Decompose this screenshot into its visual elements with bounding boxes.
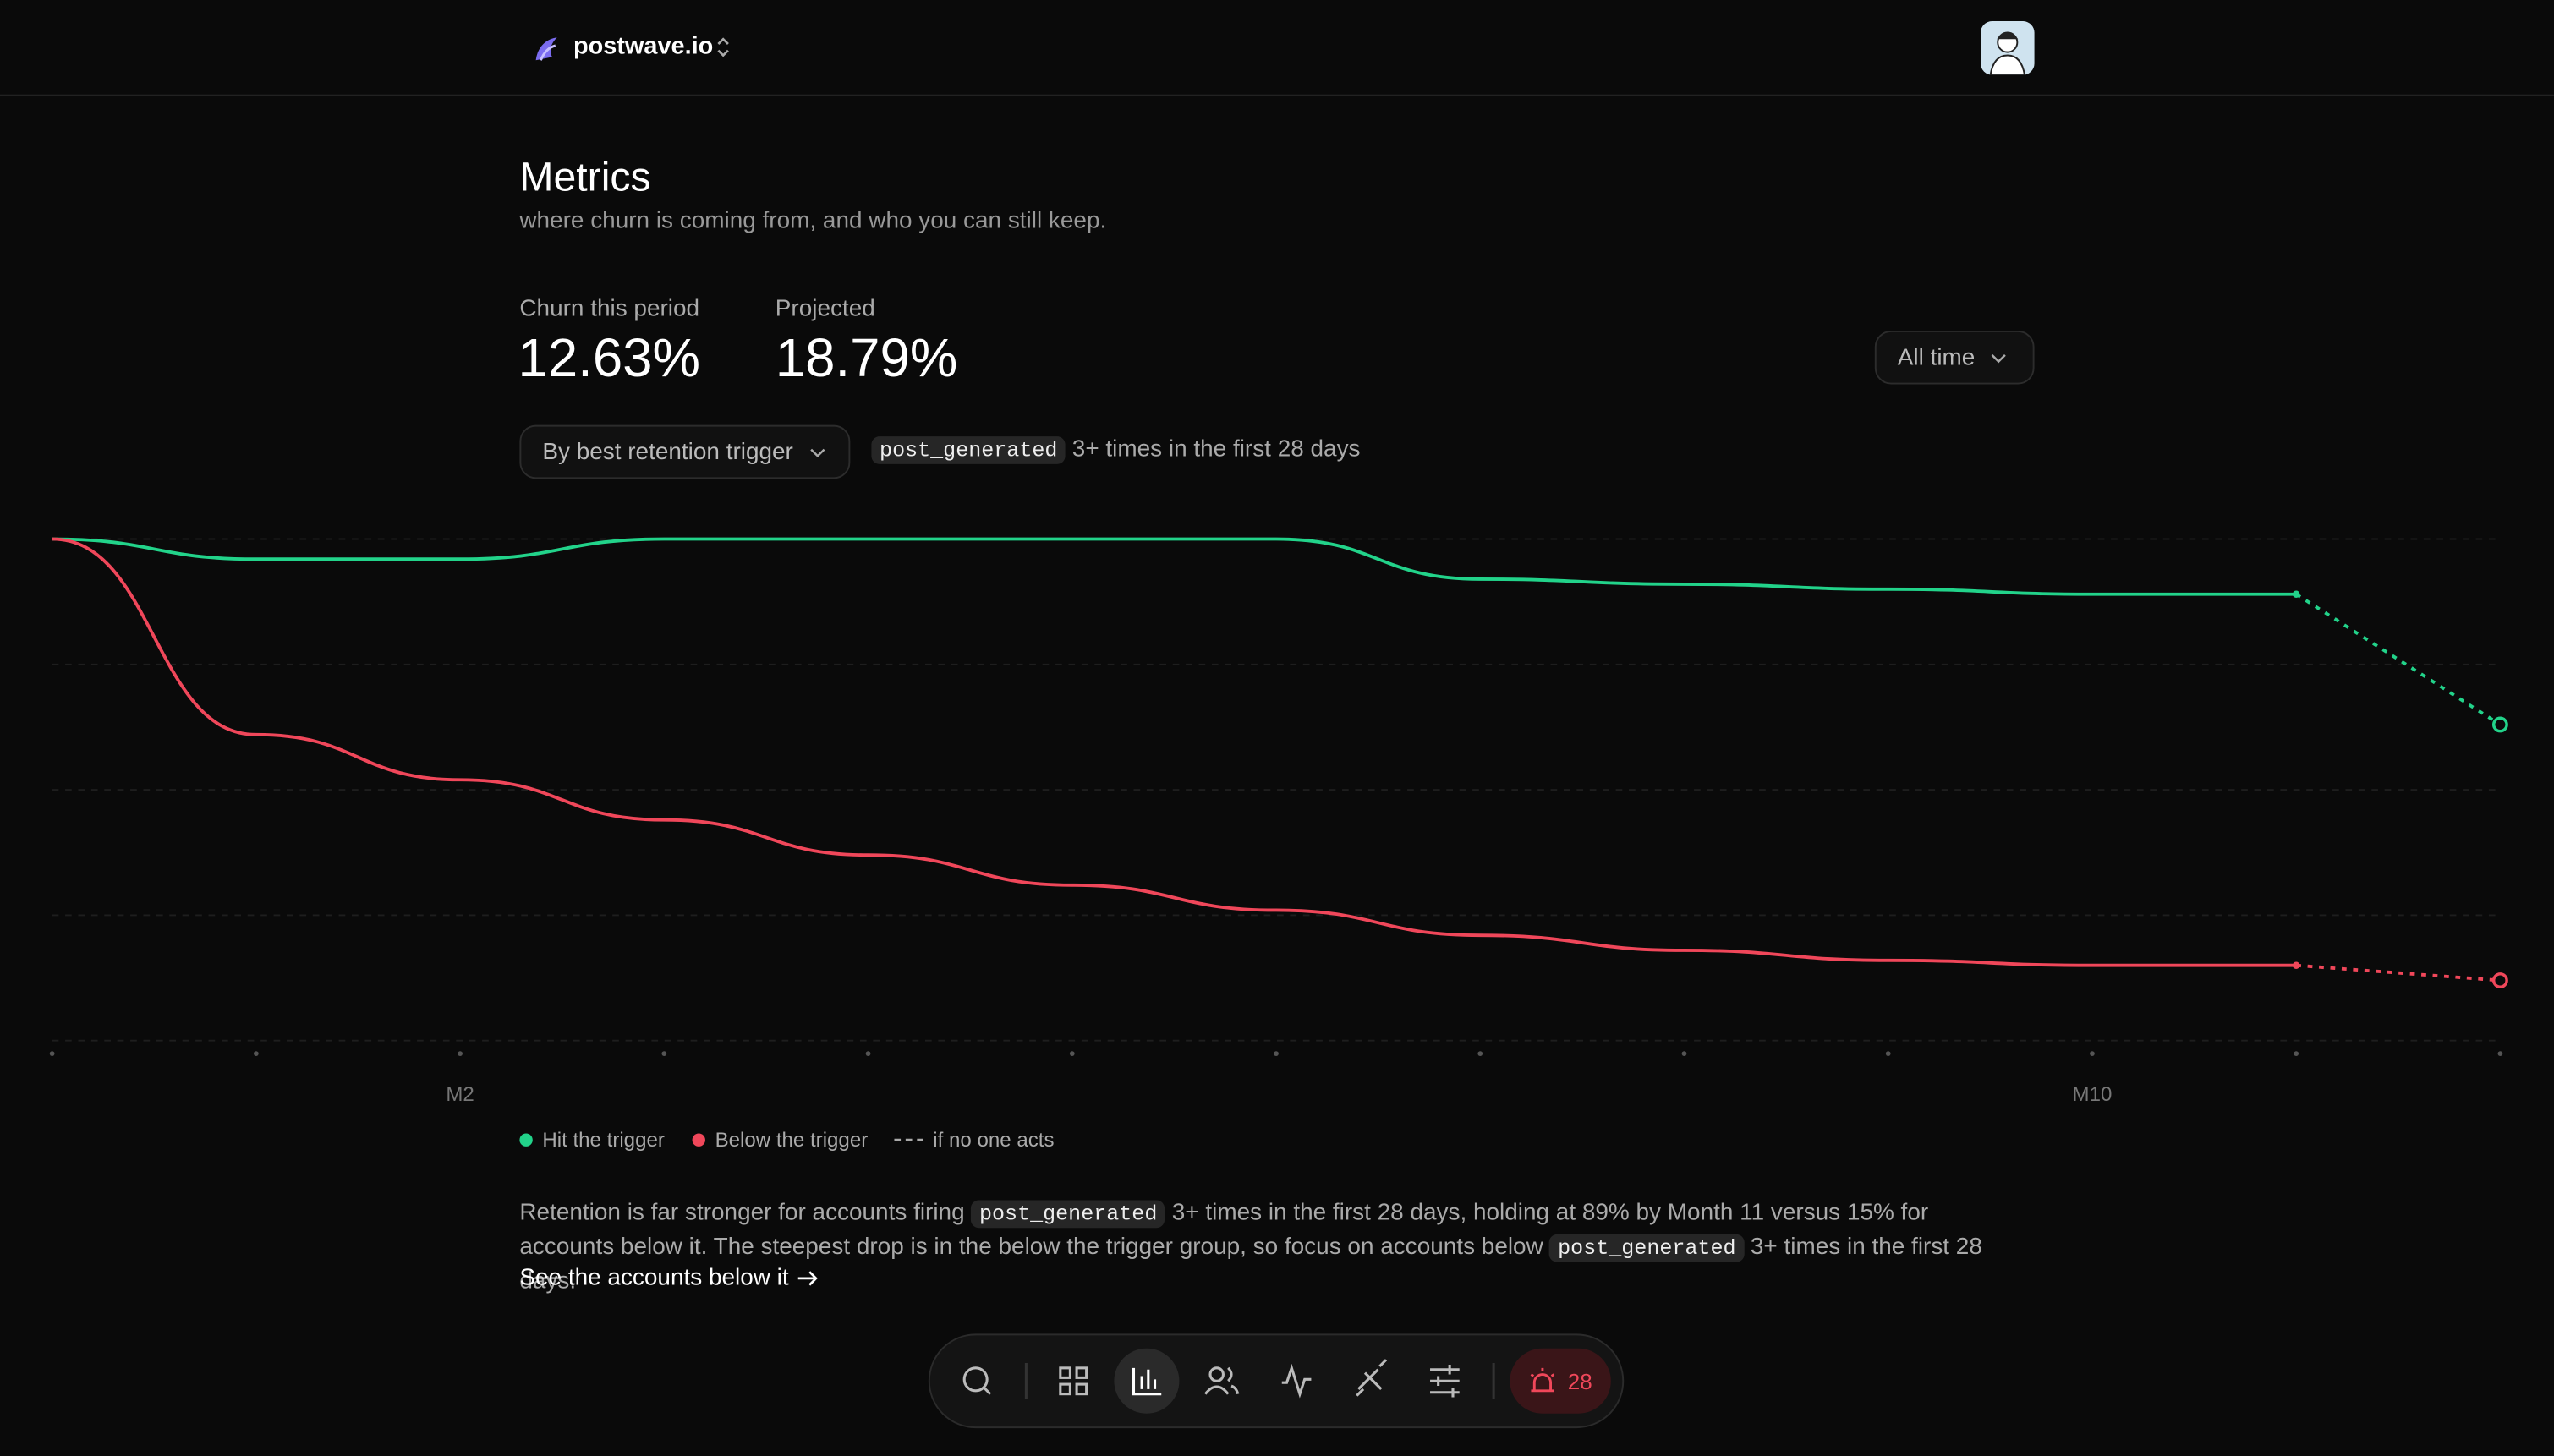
projection-line — [2296, 963, 2501, 983]
range-button[interactable]: All time — [1874, 330, 2035, 385]
x-tick-dot — [865, 1051, 871, 1057]
logo — [535, 37, 557, 61]
x-tick-dot — [2090, 1051, 2095, 1057]
x-tick-dot — [1069, 1051, 1075, 1057]
search-button[interactable] — [962, 1366, 992, 1395]
projection-marker — [2491, 716, 2508, 733]
avatar[interactable] — [1981, 21, 2035, 75]
chevron — [810, 447, 825, 457]
active-indicator — [1114, 1348, 1180, 1414]
x-tick-dot — [458, 1051, 463, 1057]
x-tick-dot — [2497, 1051, 2503, 1057]
insight: Retention is far stronger for accounts f… — [519, 1197, 2018, 1300]
settings-button[interactable] — [1430, 1364, 1460, 1398]
activity-button[interactable] — [1281, 1363, 1312, 1399]
x-tick-label: M2 — [446, 1083, 474, 1106]
dropdown-label: By best retention trigger — [542, 439, 793, 465]
stat-value: 12.63% — [518, 327, 701, 388]
insight-text: 3+ times in the first 28 days, holding a… — [519, 1200, 1929, 1261]
x-tick-dot — [1274, 1051, 1279, 1057]
brand[interactable]: postwave.io — [573, 32, 714, 61]
trigger: post_generated 3+ times in the first 28 … — [871, 436, 1361, 464]
legend-swatch — [519, 1133, 533, 1147]
chevron — [1990, 353, 2005, 363]
projection-line — [2295, 593, 2502, 726]
trigger-dropdown[interactable]: By best retention trigger — [519, 424, 851, 479]
x-tick-label: M10 — [2073, 1083, 2113, 1106]
trigger-text: 3+ times in the first 28 days — [1071, 436, 1361, 463]
page-subtitle: where churn is coming from, and who you … — [519, 208, 1107, 235]
x-tick-dot — [2294, 1051, 2299, 1057]
metrics-button[interactable] — [1132, 1367, 1162, 1396]
chart: M2 M10 — [49, 537, 2508, 1106]
alerts-button[interactable]: 28 — [1510, 1348, 1611, 1414]
nav-icons — [962, 1348, 1495, 1414]
alert-icon — [1531, 1367, 1556, 1393]
arrow-icon — [798, 1271, 819, 1286]
projection-marker — [2491, 972, 2508, 988]
legend-swatch — [692, 1133, 706, 1147]
inline-code: post_generated — [1549, 1234, 1745, 1262]
header: postwave.io — [0, 0, 2554, 96]
stat-label: Projected — [775, 296, 875, 323]
series-line — [52, 537, 2297, 967]
x-tick-dot — [1681, 1051, 1687, 1057]
insight-text: 3+ times in the first 28 days. — [519, 1234, 1982, 1295]
stat-value: 18.79% — [775, 327, 958, 388]
nav-bar: 28 — [928, 1333, 1625, 1429]
x-tick-dot — [1885, 1051, 1891, 1057]
range-label: All time — [1897, 344, 1976, 371]
legend: Hit the trigger Below the trigger if no … — [519, 1128, 1055, 1152]
series-line — [52, 537, 2297, 596]
accounts-link[interactable]: See the accounts below it — [519, 1265, 819, 1292]
x-tick-dot — [1477, 1051, 1483, 1057]
trigger-code: post_generated — [871, 436, 1066, 464]
legend-label: Below the trigger — [715, 1128, 869, 1152]
x-tick-dot — [253, 1051, 259, 1057]
page-title: Metrics — [519, 154, 651, 200]
people-button[interactable] — [1204, 1366, 1240, 1395]
stat-label: Churn this period — [519, 296, 700, 323]
x-tick-dot — [49, 1051, 55, 1057]
x-tick-dot — [661, 1051, 667, 1057]
integrations-button[interactable] — [1356, 1359, 1388, 1397]
switch-icon[interactable] — [714, 34, 733, 60]
alert-count: 28 — [1567, 1368, 1592, 1393]
legend-dash — [894, 1138, 923, 1141]
avatar-art — [1989, 31, 2025, 75]
dashboard-button[interactable] — [1059, 1366, 1088, 1396]
link-text: See the accounts below it — [519, 1265, 789, 1292]
inline-code: post_generated — [971, 1200, 1165, 1229]
insight-text: Retention is far stronger for accounts f… — [519, 1200, 972, 1227]
legend-label: if no one acts — [933, 1128, 1055, 1152]
legend-label: Hit the trigger — [542, 1128, 665, 1152]
